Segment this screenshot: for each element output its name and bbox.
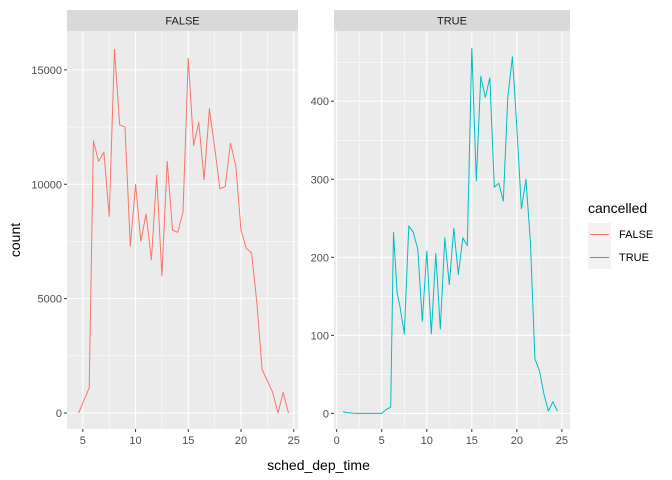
x-tick-label-0-2: 15 [182, 435, 194, 447]
x-tick-label-1-0: 0 [334, 435, 340, 447]
y-tick-label-0-1: 5000 [38, 294, 62, 306]
facet-strip-1 [334, 10, 570, 31]
panel-background-0 [67, 31, 298, 429]
x-tick-label-1-5: 25 [556, 435, 568, 447]
facet-strip-label-0: FALSE [165, 16, 199, 28]
x-tick-label-0-0: 5 [80, 435, 86, 447]
legend-title: cancelled [588, 200, 647, 216]
x-tick-label-1-2: 10 [421, 435, 433, 447]
y-tick-label-1-2: 200 [311, 252, 329, 264]
y-tick-label-1-3: 300 [311, 174, 329, 186]
legend-label-1: TRUE [619, 252, 649, 264]
facet-strip-label-1: TRUE [437, 16, 467, 28]
panel-background-1 [334, 31, 570, 429]
y-tick-label-1-0: 0 [323, 408, 329, 420]
facet-strip-0 [67, 10, 298, 31]
y-tick-label-1-1: 100 [311, 330, 329, 342]
y-axis-title: count [7, 223, 23, 257]
legend-label-0: FALSE [619, 229, 653, 241]
x-tick-label-1-1: 5 [379, 435, 385, 447]
y-tick-label-0-3: 15000 [31, 65, 62, 77]
series-line-true [342, 47, 558, 414]
x-tick-label-0-1: 10 [129, 435, 141, 447]
x-tick-label-1-3: 15 [466, 435, 478, 447]
x-tick-label-0-4: 25 [288, 435, 300, 447]
y-tick-label-0-0: 0 [56, 408, 62, 420]
y-tick-label-0-2: 10000 [31, 179, 62, 191]
y-tick-label-1-4: 400 [311, 96, 329, 108]
x-tick-label-1-4: 20 [511, 435, 523, 447]
x-tick-label-0-3: 20 [235, 435, 247, 447]
x-axis-title: sched_dep_time [267, 457, 370, 473]
series-line-false [78, 48, 289, 414]
